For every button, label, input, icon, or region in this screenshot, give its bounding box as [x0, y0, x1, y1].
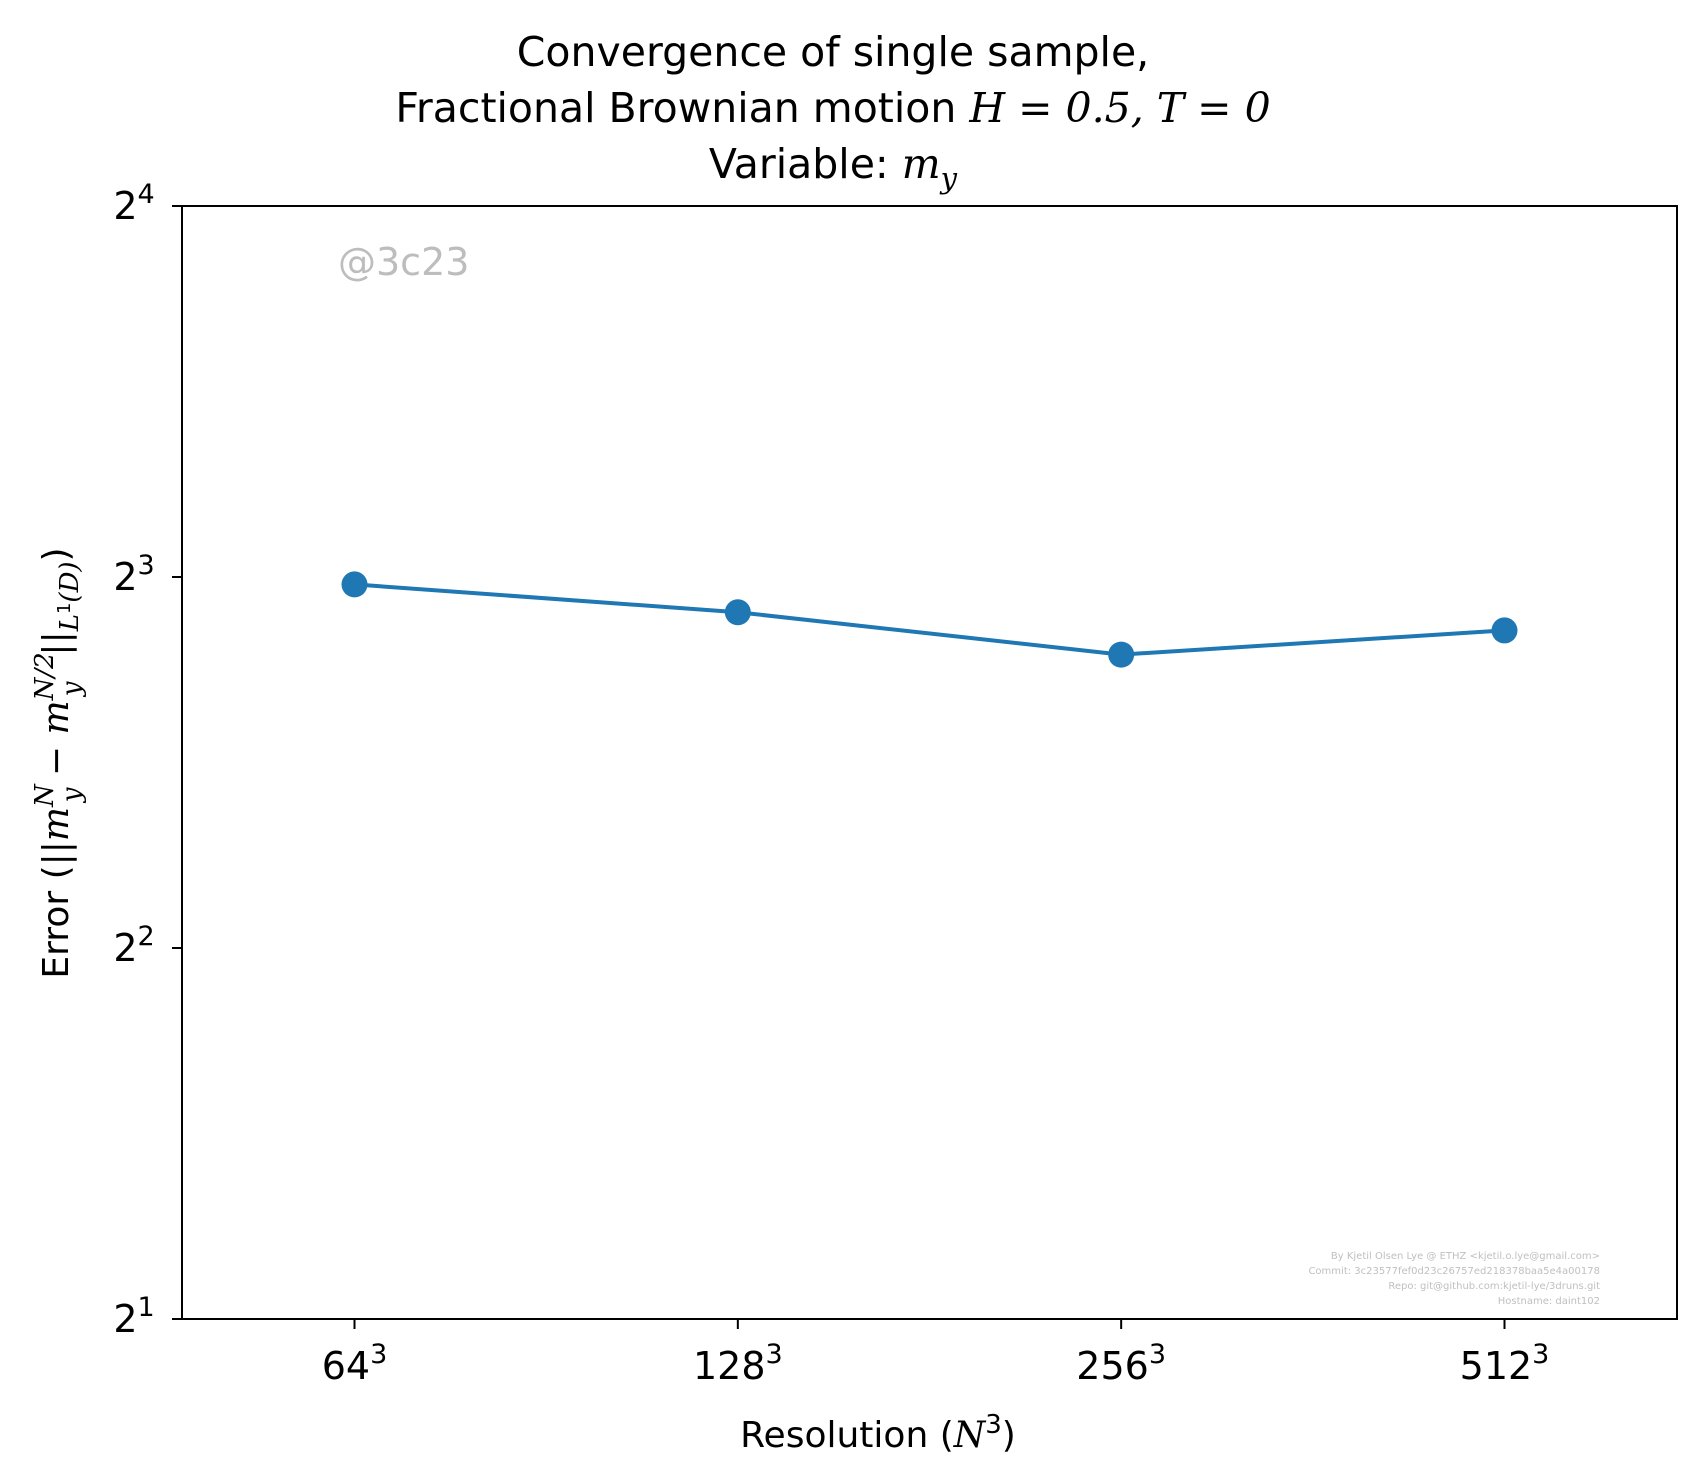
data-point — [1108, 641, 1135, 668]
series-line — [354, 582, 1505, 657]
chart-title-line-2-math: H = 0.5, T = 0 — [968, 84, 1270, 132]
y-axis-label-m1-sup: N — [30, 783, 60, 808]
y-axis-label: Error (||mNy − mN/2y||L1(D)) — [30, 547, 87, 978]
x-axis-label-math: N — [953, 1415, 987, 1456]
x-tick-label: 2563 — [1076, 1339, 1166, 1388]
data-point — [724, 599, 751, 626]
chart-title-line-3-subscript: y — [939, 161, 958, 195]
x-axis-label-superscript: 3 — [985, 1410, 1002, 1440]
y-axis-label-m1-sub: y — [57, 787, 87, 803]
x-axis-label: Resolution (N3) — [740, 1410, 1016, 1456]
credits-line-author: By Kjetil Olsen Lye @ ETHZ <kjetil.o.lye… — [1331, 1251, 1600, 1262]
chart-title-line-2: Fractional Brownian motion H = 0.5, T = … — [395, 84, 1270, 132]
y-axis-label-bars: || — [36, 631, 77, 655]
y-axis-label-m2-sup: N/2 — [30, 652, 60, 701]
credits-line-hostname: Hostname: daint102 — [1498, 1296, 1600, 1307]
x-axis-label-suffix: ) — [1002, 1415, 1016, 1456]
y-axis-ticks: 21 22 23 24 — [113, 179, 182, 1341]
y-axis-label-m2: m — [36, 700, 77, 734]
plot-area-frame — [181, 205, 1678, 1320]
x-tick-label: 1283 — [693, 1339, 783, 1388]
y-axis-label-norm-domain: (D) — [55, 561, 85, 602]
chart-title-line-3: Variable: my — [709, 140, 958, 195]
y-tick-label: 23 — [113, 550, 154, 599]
credits-line-repo: Repo: git@github.com:kjetil-lye/3druns.g… — [1388, 1281, 1600, 1292]
y-tick-label: 21 — [113, 1292, 154, 1341]
chart-title-line-2-text: Fractional Brownian motion — [395, 84, 969, 132]
chart-title-line-3-text: Variable: — [709, 140, 902, 188]
y-axis-label-suffix: ) — [36, 547, 77, 561]
y-axis-label-m2-sub: y — [57, 681, 87, 697]
credits-footer: By Kjetil Olsen Lye @ ETHZ <kjetil.o.lye… — [1308, 1251, 1600, 1307]
x-tick-label: 643 — [322, 1339, 388, 1388]
data-series — [341, 571, 1518, 668]
y-tick-label: 24 — [113, 179, 154, 228]
chart-title-line-1: Convergence of single sample, — [517, 28, 1149, 76]
data-point — [341, 571, 368, 598]
y-axis-label-prefix: Error (|| — [36, 841, 77, 979]
commit-annotation: @3c23 — [338, 240, 469, 284]
y-axis-label-norm-sub: L — [55, 614, 85, 632]
credits-line-commit: Commit: 3c23577fef0d23c26757ed218378baa5… — [1308, 1266, 1600, 1277]
y-axis-label-minus: − — [36, 734, 77, 787]
y-axis-label-norm-sub-sup: 1 — [54, 603, 75, 614]
data-point — [1491, 617, 1518, 644]
x-axis-label-text: Resolution ( — [740, 1415, 954, 1456]
y-axis-label-m1: m — [36, 807, 77, 841]
x-tick-label: 5123 — [1460, 1339, 1550, 1388]
x-axis-ticks: 643 1283 2563 5123 — [322, 1319, 1550, 1388]
y-tick-label: 22 — [113, 921, 154, 970]
chart-title-line-3-math: m — [902, 140, 941, 188]
